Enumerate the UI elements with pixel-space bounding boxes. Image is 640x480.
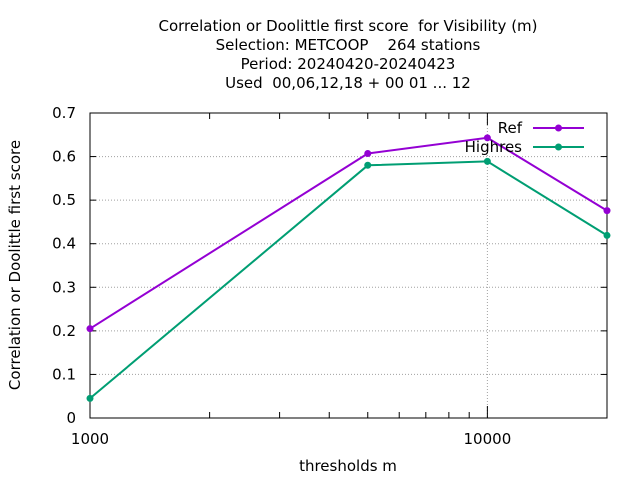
title-line: Used 00,06,12,18 + 00 01 ... 12 — [225, 74, 471, 92]
data-point-ref — [603, 207, 611, 215]
x-tick-label: 1000 — [71, 430, 109, 448]
axis-ticks: 0 0.1 0.2 0.3 0.4 0.5 0.6 0.7 1000 10000 — [52, 104, 607, 448]
data-point-highres — [364, 161, 372, 169]
legend-label-ref: Ref — [498, 119, 523, 137]
data-point-highres — [86, 394, 94, 402]
data-series — [86, 134, 611, 402]
title-line: Period: 20240420-20240423 — [241, 55, 456, 73]
y-tick-label: 0.5 — [52, 191, 76, 209]
legend-marker-ref — [555, 124, 562, 132]
plot-frame — [89, 112, 608, 419]
series-line-ref — [89, 136, 608, 330]
y-tick-label: 0.4 — [52, 235, 76, 253]
data-point-ref — [86, 325, 94, 333]
title-line: Selection: METCOOP 264 stations — [216, 36, 481, 54]
data-point-ref — [483, 134, 491, 142]
legend-label-highres: Highres — [465, 138, 523, 156]
y-tick-label: 0 — [66, 409, 76, 427]
y-tick-label: 0.3 — [52, 278, 76, 296]
x-tick-label: 10000 — [464, 430, 512, 448]
y-tick-label: 0.6 — [52, 148, 76, 166]
title-line: Correlation or Doolittle first score for… — [158, 17, 537, 35]
x-axis-label: thresholds m — [299, 457, 397, 475]
y-tick-label: 0.1 — [52, 365, 76, 383]
y-axis-label: Correlation or Doolittle first score — [6, 140, 24, 390]
series-line-highres — [89, 160, 608, 400]
y-tick-label: 0.7 — [52, 104, 76, 122]
y-tick-label: 0.2 — [52, 322, 76, 340]
gridlines — [90, 113, 607, 418]
data-point-highres — [483, 157, 491, 165]
data-point-ref — [364, 150, 372, 158]
legend-marker-highres — [555, 143, 562, 151]
chart-title: Correlation or Doolittle first score for… — [158, 17, 537, 92]
data-point-highres — [603, 231, 611, 239]
